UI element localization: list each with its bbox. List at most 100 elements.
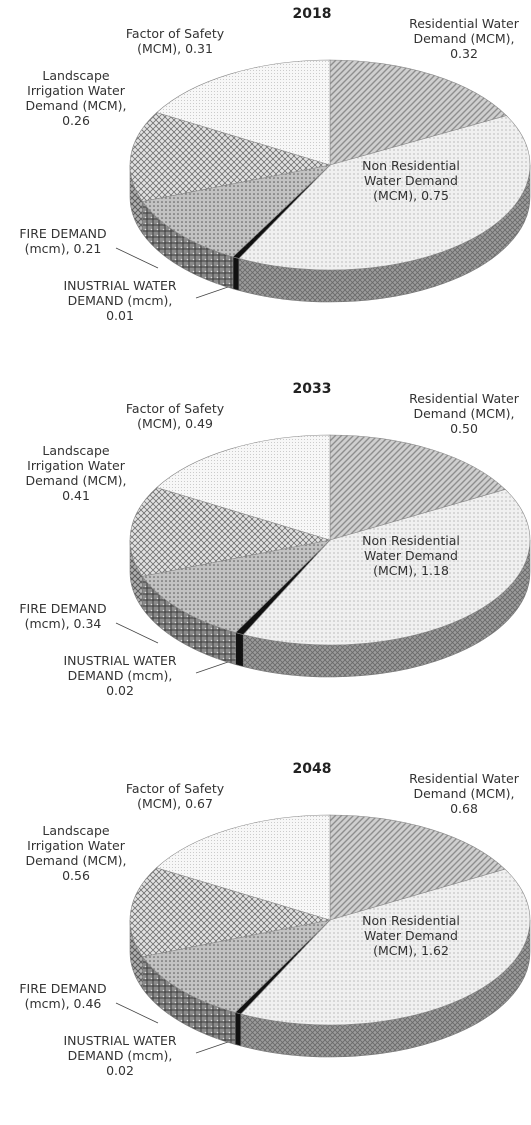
data-label-line: (MCM), 1.62: [373, 943, 449, 958]
pie-slice-fire: [142, 919, 331, 1013]
pie-sides: [129, 539, 531, 678]
data-label-line: Landscape: [42, 823, 110, 838]
pie-slice-residential: [329, 59, 508, 166]
pie-slice-landscape: [129, 112, 331, 202]
pie-chart-panel-2033: 2033 Residential Water Demand (MCM), 0.50 No…: [0, 375, 531, 735]
pie-slice-nonres: [240, 868, 531, 1026]
pie-top: [129, 814, 531, 1026]
data-label-line: Demand (MCM),: [413, 31, 515, 46]
data-label-residential: Residential Water Demand (MCM), 0.50: [400, 391, 528, 436]
data-label-line: Factor of Safety: [125, 781, 225, 796]
leader-line-fire: [115, 1002, 159, 1024]
pie-chart-svg: [115, 814, 531, 1058]
pie-slice-fire: [141, 164, 331, 258]
data-label-line: Water Demand: [364, 173, 458, 188]
data-label-line: 0.02: [106, 683, 134, 698]
data-label-nonres: Non Residential Water Demand (MCM), 1.18: [336, 533, 486, 578]
data-label-line: Demand (MCM),: [25, 473, 127, 488]
data-label-line: 0.01: [106, 308, 134, 323]
pie-slice-safety: [155, 814, 331, 921]
data-label-line: DEMAND (mcm),: [67, 668, 173, 683]
data-label-line: Landscape: [42, 68, 110, 83]
pie-slice-safety: [156, 434, 331, 541]
pie-chart-svg: [115, 434, 531, 678]
pie-top: [129, 59, 531, 271]
data-label-line: Non Residential: [362, 533, 460, 548]
data-label-line: Water Demand: [364, 548, 458, 563]
data-label-nonres: Non Residential Water Demand (MCM), 1.62: [336, 913, 486, 958]
data-label-line: Irrigation Water: [27, 838, 125, 853]
data-label-line: Residential Water: [409, 391, 519, 406]
data-label-line: Demand (MCM),: [413, 406, 515, 421]
data-label-line: INUSTRIAL WATER: [63, 1033, 177, 1048]
pie-sides: [129, 164, 531, 303]
data-label-fire: FIRE DEMAND (mcm), 0.46: [8, 981, 118, 1011]
pie-slice-fire: [141, 539, 331, 633]
data-label-line: Non Residential: [362, 913, 460, 928]
data-label-fire: FIRE DEMAND (mcm), 0.34: [8, 601, 118, 631]
leader-line-industrial: [195, 661, 229, 674]
leader-line-fire: [115, 622, 159, 644]
data-label-line: INUSTRIAL WATER: [63, 278, 177, 293]
pie-slice-nonres: [242, 489, 531, 646]
data-label-line: DEMAND (mcm),: [67, 293, 173, 308]
data-label-industrial: INUSTRIAL WATER DEMAND (mcm), 0.02: [40, 1033, 200, 1078]
data-label-line: (mcm), 0.21: [24, 241, 102, 256]
pie-slice-residential: [329, 434, 506, 541]
data-label-line: Water Demand: [364, 928, 458, 943]
pie-side-industrial: [234, 1012, 242, 1047]
data-label-line: Irrigation Water: [27, 83, 125, 98]
data-label-industrial: INUSTRIAL WATER DEMAND (mcm), 0.02: [40, 653, 200, 698]
data-label-line: Irrigation Water: [27, 458, 125, 473]
data-label-line: Residential Water: [409, 16, 519, 31]
pie-slice-landscape: [129, 867, 331, 957]
pie-slice-residential: [329, 814, 506, 921]
data-label-line: Demand (MCM),: [413, 786, 515, 801]
data-label-line: 0.26: [62, 113, 90, 128]
data-label-nonres: Non Residential Water Demand (MCM), 0.75: [336, 158, 486, 203]
data-label-line: 0.32: [450, 46, 478, 61]
data-label-line: Demand (MCM),: [25, 853, 127, 868]
data-label-line: Landscape: [42, 443, 110, 458]
data-label-line: FIRE DEMAND: [19, 601, 107, 616]
data-label-line: Factor of Safety: [125, 26, 225, 41]
data-label-line: (MCM), 1.18: [373, 563, 449, 578]
chart-title: 2048: [292, 761, 332, 777]
data-label-landscape: Landscape Irrigation Water Demand (MCM), 0.…: [16, 68, 136, 128]
data-label-residential: Residential Water Demand (MCM), 0.32: [400, 16, 528, 61]
pie-chart-panel-2048: 2048 Residential Water Demand (MCM), 0.68 No…: [0, 755, 531, 1115]
data-label-line: DEMAND (mcm),: [67, 1048, 173, 1063]
data-label-line: (MCM), 0.75: [373, 188, 449, 203]
pie-slice-nonres: [238, 115, 531, 271]
pie-side-industrial: [232, 256, 240, 291]
pie-chart-svg: [115, 59, 531, 303]
data-label-line: 0.50: [450, 421, 478, 436]
data-label-line: 0.56: [62, 868, 90, 883]
data-label-landscape: Landscape Irrigation Water Demand (MCM), 0.…: [16, 443, 136, 503]
data-label-line: (MCM), 0.49: [137, 416, 213, 431]
leader-line-industrial: [195, 1041, 229, 1054]
data-label-line: FIRE DEMAND: [19, 981, 107, 996]
pie-slice-landscape: [129, 487, 331, 577]
pie-top: [129, 434, 531, 646]
leader-line-industrial: [195, 286, 229, 299]
data-label-line: (mcm), 0.46: [24, 996, 102, 1011]
pie-slice-safety: [156, 59, 331, 166]
data-label-line: Factor of Safety: [125, 401, 225, 416]
data-label-line: Non Residential: [362, 158, 460, 173]
data-label-line: INUSTRIAL WATER: [63, 653, 177, 668]
data-label-residential: Residential Water Demand (MCM), 0.68: [400, 771, 528, 816]
data-label-line: FIRE DEMAND: [19, 226, 107, 241]
data-label-safety: Factor of Safety (MCM), 0.67: [110, 781, 240, 811]
data-label-landscape: Landscape Irrigation Water Demand (MCM), 0.…: [16, 823, 136, 883]
data-label-safety: Factor of Safety (MCM), 0.31: [110, 26, 240, 56]
pie-side-industrial: [235, 632, 244, 667]
data-label-fire: FIRE DEMAND (mcm), 0.21: [8, 226, 118, 256]
pie-chart-panel-2018: 2018 Residential Water Demand (MCM), 0.32 No…: [0, 0, 531, 360]
data-label-line: 0.68: [450, 801, 478, 816]
data-label-safety: Factor of Safety (MCM), 0.49: [110, 401, 240, 431]
data-label-line: 0.41: [62, 488, 90, 503]
data-label-industrial: INUSTRIAL WATER DEMAND (mcm), 0.01: [40, 278, 200, 323]
data-label-line: (MCM), 0.67: [137, 796, 213, 811]
data-label-line: (MCM), 0.31: [137, 41, 213, 56]
